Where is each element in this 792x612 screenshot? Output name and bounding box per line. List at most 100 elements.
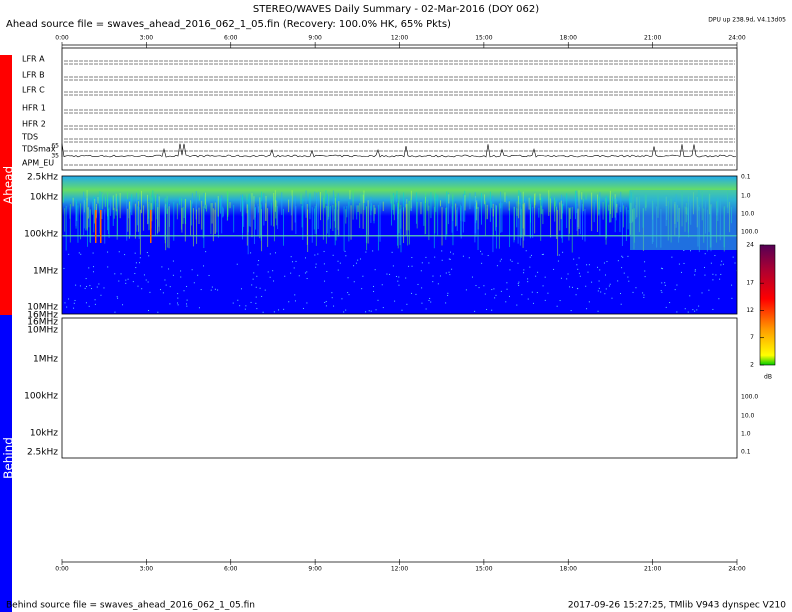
streak	[359, 202, 361, 229]
streak	[290, 195, 292, 216]
speck	[143, 274, 145, 276]
speck	[635, 287, 637, 289]
speck	[617, 260, 619, 262]
speck	[389, 273, 391, 275]
speck	[597, 266, 599, 268]
speck	[703, 266, 705, 268]
streak	[540, 205, 542, 214]
streak	[534, 193, 536, 206]
streak	[337, 193, 339, 237]
speck	[527, 278, 529, 280]
speck	[694, 274, 696, 276]
streak	[181, 208, 183, 233]
tdsmax-trace	[61, 143, 737, 158]
speck	[193, 282, 195, 284]
speck	[475, 285, 477, 287]
speck	[64, 302, 66, 304]
speck	[542, 253, 544, 255]
speck	[611, 297, 613, 299]
speck	[256, 308, 258, 310]
speck	[708, 289, 710, 291]
streak	[108, 207, 110, 238]
speck	[689, 295, 691, 297]
speck	[597, 290, 599, 292]
streak	[452, 200, 454, 246]
streak	[93, 196, 95, 233]
speck	[491, 309, 493, 311]
streak	[498, 203, 500, 249]
speck	[116, 296, 118, 298]
speck	[694, 270, 696, 272]
streak	[258, 206, 260, 213]
speck	[191, 269, 193, 271]
speck	[627, 255, 629, 257]
speck	[547, 292, 549, 294]
colorbar	[759, 244, 776, 366]
speck	[525, 250, 527, 252]
speck	[417, 283, 419, 285]
streak	[127, 208, 129, 232]
streak	[112, 195, 114, 211]
time-tick-label: 9:00	[308, 566, 322, 573]
speck	[343, 311, 345, 313]
streak	[447, 192, 449, 225]
speck	[683, 262, 685, 264]
speck	[264, 289, 266, 291]
speck	[127, 278, 129, 280]
streak	[403, 192, 405, 212]
speck	[408, 265, 410, 267]
speck	[712, 279, 714, 281]
streak	[581, 192, 583, 200]
streak	[277, 206, 279, 230]
streak	[291, 190, 293, 231]
streak	[196, 209, 198, 244]
speck	[527, 281, 529, 283]
streak	[408, 200, 410, 245]
speck	[420, 270, 422, 272]
speck	[676, 311, 678, 313]
speck	[125, 282, 127, 284]
streak	[138, 201, 140, 232]
speck	[462, 255, 464, 257]
streak	[143, 205, 145, 231]
speck	[78, 252, 80, 254]
speck	[66, 306, 68, 308]
streak	[627, 209, 629, 230]
speck	[149, 291, 151, 293]
streak	[520, 208, 522, 238]
streak	[326, 194, 328, 234]
streak	[560, 200, 562, 220]
speck	[120, 273, 122, 275]
speck	[439, 275, 441, 277]
streak	[534, 194, 536, 234]
speck	[177, 297, 179, 299]
speck	[662, 268, 664, 270]
speck	[134, 273, 136, 275]
streak	[554, 200, 556, 207]
speck	[619, 293, 621, 295]
streak	[557, 209, 559, 256]
speck	[598, 287, 600, 289]
streak	[328, 206, 330, 238]
streak	[273, 196, 275, 242]
streak	[129, 197, 131, 236]
streak	[489, 191, 491, 222]
streak	[516, 207, 518, 228]
streak	[509, 208, 511, 248]
streak	[115, 193, 117, 212]
streak	[166, 202, 168, 214]
speck	[398, 276, 400, 278]
speck	[74, 299, 76, 301]
streak	[257, 203, 259, 236]
colorbar-tick-label: 12	[746, 307, 754, 314]
row-label: LFR C	[22, 86, 45, 95]
speck	[92, 271, 94, 273]
streak	[492, 208, 494, 237]
streak	[263, 193, 265, 226]
streak	[504, 192, 506, 203]
streak	[104, 196, 106, 207]
speck	[251, 284, 253, 286]
streak	[288, 199, 290, 213]
speck	[704, 253, 706, 255]
speck	[560, 277, 562, 279]
